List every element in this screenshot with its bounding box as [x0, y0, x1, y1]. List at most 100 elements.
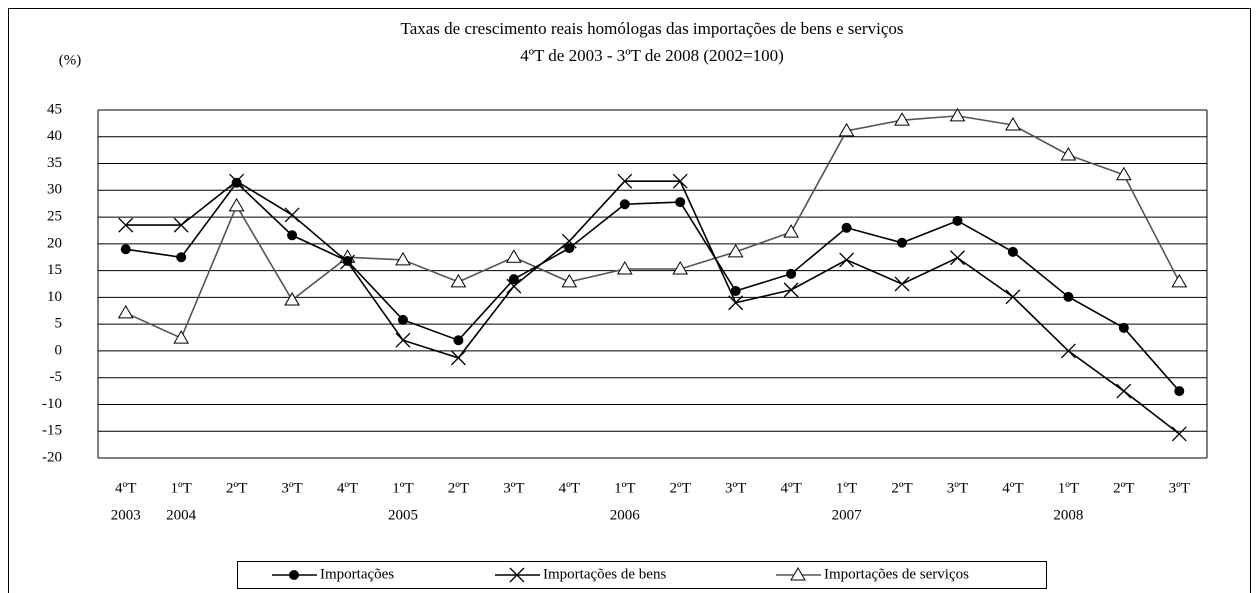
x-tick-label: 1ºT: [392, 480, 413, 496]
data-point: [1171, 426, 1187, 442]
y-axis-label: (%): [59, 52, 82, 68]
y-tick-label: 10: [47, 289, 62, 305]
data-point: [1171, 273, 1188, 288]
data-point: [727, 243, 744, 258]
x-group-label: 2005: [388, 507, 418, 523]
data-point: [284, 292, 300, 306]
x-tick-label: 3ºT: [725, 480, 746, 496]
data-point: [1174, 386, 1185, 397]
y-tick-label: 5: [55, 316, 63, 332]
y-tick-label: 0: [55, 342, 63, 358]
x-tick-label: 2ºT: [670, 480, 691, 496]
y-tick-label: -20: [42, 449, 62, 465]
y-tick-label: 35: [47, 155, 62, 171]
data-point: [506, 278, 522, 294]
data-point: [783, 282, 799, 298]
data-point: [838, 122, 855, 137]
y-tick-label: 15: [47, 262, 62, 278]
legend-box: [237, 561, 1047, 589]
data-point: [675, 197, 686, 208]
x-tick-label: 3ºT: [281, 480, 302, 496]
data-point: [506, 249, 522, 263]
y-tick-label: -15: [42, 423, 62, 439]
y-tick-label: -10: [42, 396, 62, 412]
data-point: [1005, 116, 1021, 131]
data-point: [1063, 291, 1074, 302]
data-point: [284, 207, 300, 223]
data-point: [1060, 146, 1077, 161]
x-tick-label: 1ºT: [614, 480, 635, 496]
y-tick-label: 40: [47, 128, 62, 144]
x-tick-label: 2ºT: [226, 480, 247, 496]
x-group-label: 2008: [1053, 507, 1083, 523]
data-point: [950, 250, 965, 266]
series-line: [125, 180, 1180, 435]
data-point: [397, 314, 408, 325]
x-tick-label: 1ºT: [171, 480, 192, 496]
data-point: [783, 224, 799, 238]
y-tick-label: -5: [50, 369, 63, 385]
series-line: [125, 115, 1180, 340]
y-tick-label: 20: [47, 235, 62, 251]
y-tick-label: 45: [47, 101, 62, 117]
data-point: [564, 243, 575, 254]
chart-frame: [8, 8, 1251, 593]
data-point: [120, 244, 131, 255]
data-point: [949, 107, 966, 122]
legend-marker: [790, 567, 806, 581]
data-point: [453, 335, 464, 346]
data-point: [561, 273, 578, 288]
data-point: [395, 332, 411, 348]
x-group-label: 2003: [111, 507, 141, 523]
x-tick-label: 1ºT: [1058, 480, 1079, 496]
data-point: [173, 217, 189, 233]
legend-label: Importações: [320, 566, 394, 582]
data-point: [786, 268, 797, 279]
data-point: [839, 252, 855, 268]
x-tick-label: 1ºT: [836, 480, 857, 496]
data-point: [117, 304, 134, 319]
data-point: [176, 252, 187, 263]
x-tick-label: 4ºT: [559, 480, 580, 496]
data-point: [561, 233, 577, 249]
x-tick-label: 2ºT: [1113, 480, 1134, 496]
data-point: [619, 199, 630, 210]
legend-marker: [509, 567, 525, 583]
data-point: [1115, 166, 1132, 181]
data-point: [287, 230, 298, 241]
data-point: [894, 112, 910, 126]
y-tick-label: 30: [47, 182, 62, 198]
data-point: [672, 173, 688, 189]
legend-label: Importações de serviços: [824, 566, 969, 582]
x-group-label: 2006: [610, 507, 641, 523]
data-point: [508, 274, 519, 285]
data-point: [616, 261, 633, 275]
data-point: [1007, 246, 1018, 257]
x-tick-label: 3ºT: [1169, 480, 1190, 496]
data-point: [672, 261, 689, 275]
data-point: [894, 276, 910, 292]
data-point: [841, 222, 852, 233]
data-point: [730, 285, 741, 296]
x-group-label: 2007: [832, 507, 863, 523]
data-point: [1116, 383, 1132, 399]
data-point: [617, 173, 633, 189]
x-tick-label: 4ºT: [1002, 480, 1023, 496]
data-point: [231, 177, 242, 188]
series-line: [125, 181, 1180, 392]
x-tick-label: 4ºT: [115, 480, 136, 496]
data-point: [728, 295, 744, 311]
legend-marker: [289, 570, 299, 580]
x-tick-label: 4ºT: [337, 480, 358, 496]
chart-title: Taxas de crescimento reais homólogas das…: [401, 19, 904, 38]
legend-label: Importações de bens: [543, 566, 666, 582]
x-tick-label: 4ºT: [780, 480, 801, 496]
y-tick-label: 25: [47, 209, 62, 225]
data-point: [228, 197, 245, 212]
x-tick-label: 3ºT: [503, 480, 524, 496]
data-point: [450, 273, 467, 288]
data-point: [342, 255, 353, 266]
data-point: [1005, 289, 1021, 305]
x-group-label: 2004: [166, 507, 197, 523]
